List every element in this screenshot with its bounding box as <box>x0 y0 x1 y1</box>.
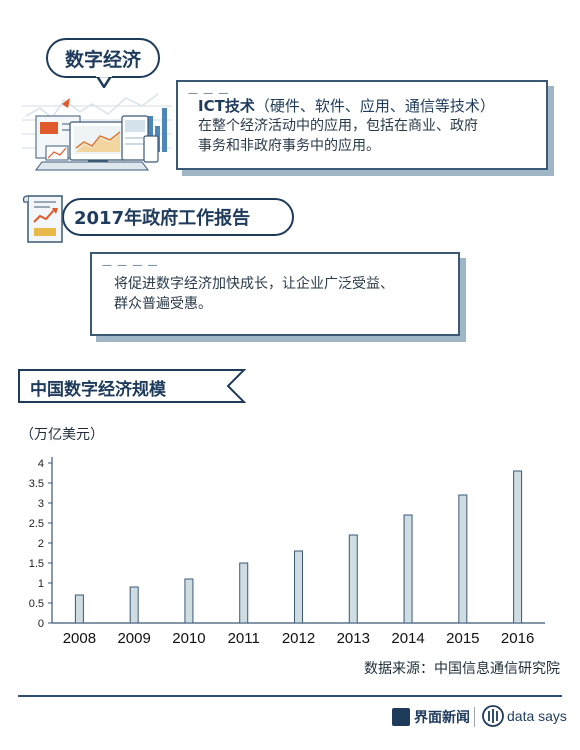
bar-2009 <box>129 586 139 624</box>
x-tick-label: 2016 <box>501 630 534 647</box>
bar-2011 <box>239 562 249 624</box>
x-tick-label: 2011 <box>228 630 260 647</box>
bar-2016 <box>513 470 523 624</box>
card-dash-decoration: — — — <box>188 88 230 99</box>
jiemian-brand-text: 界面新闻 <box>414 710 470 726</box>
digital-economy-bubble: 数字经济 <box>46 38 160 78</box>
y-tick-label: 3 <box>38 498 44 510</box>
y-tick-label: 3.5 <box>29 478 44 490</box>
card-dash-decoration: — — — — <box>102 260 159 271</box>
bar-2008 <box>74 594 84 624</box>
report-title: 2017年政府工作报告 <box>74 208 251 229</box>
bar-2015 <box>458 494 468 624</box>
y-tick-label: 0 <box>38 618 44 630</box>
x-tick-label: 2009 <box>117 630 150 647</box>
footer-divider <box>18 695 562 697</box>
jiemian-logo: 界面新闻 <box>392 707 470 727</box>
bar-2012 <box>294 550 303 624</box>
ict-body-line-2: 事务和非政府事务中的应用。 <box>198 138 380 154</box>
data-says-brand-text: data says <box>507 708 567 724</box>
bar-2010 <box>184 578 194 624</box>
x-tick-label: 2010 <box>172 630 205 647</box>
brand-separator <box>474 707 475 727</box>
report-body-line-1: 将促进数字经济加快成长，让企业广泛受益、 <box>114 276 394 292</box>
devices-illustration-icon <box>22 93 172 171</box>
digital-economy-title: 数字经济 <box>64 48 141 71</box>
ict-title-suffix: （硬件、软件、应用、通信等技术） <box>254 97 495 115</box>
bubble-tail-icon <box>96 76 112 88</box>
report-document-icon <box>22 195 63 243</box>
bar-2014 <box>403 514 413 624</box>
ict-title: ICT技术 <box>198 97 255 115</box>
digital-economy-bar-chart: 0 0.5 1 1.5 2 2.5 3 3.5 4 2008 2009 2010 2011 2012 201… <box>29 457 545 647</box>
x-tick-label: 2015 <box>446 630 479 647</box>
x-tick-label: 2014 <box>391 630 424 647</box>
y-tick-label: 1.5 <box>29 558 44 570</box>
report-bubble: 2017年政府工作报告 <box>62 198 294 236</box>
section-title-banner <box>18 369 246 403</box>
y-tick-label: 2 <box>38 538 44 550</box>
data-source: 数据来源：中国信息通信研究院 <box>364 661 560 677</box>
y-tick-label: 0.5 <box>29 598 44 610</box>
section-title: 中国数字经济规模 <box>30 380 166 400</box>
ict-body-line-1: 在整个经济活动中的应用，包括在商业、政府 <box>198 118 478 134</box>
ict-card: — — — ICT技术（硬件、软件、应用、通信等技术） 在整个经济活动中的应用，… <box>176 80 548 170</box>
data-says-logo-icon <box>482 705 504 727</box>
chart-unit-label: （万亿美元） <box>20 427 104 443</box>
report-card: — — — — 将促进数字经济加快成长，让企业广泛受益、 群众普遍受惠。 <box>90 252 460 336</box>
report-body-line-2: 群众普遍受惠。 <box>114 296 212 312</box>
x-tick-label: 2012 <box>282 630 315 647</box>
bar-2013 <box>348 534 358 624</box>
y-tick-label: 4 <box>38 458 44 470</box>
jiemian-logo-icon <box>392 708 410 726</box>
y-tick-label: 2.5 <box>29 518 44 530</box>
y-tick-label: 1 <box>38 578 44 590</box>
data-says-logo: data says <box>482 705 567 727</box>
x-tick-label: 2008 <box>63 630 96 647</box>
x-tick-label: 2013 <box>337 630 370 647</box>
